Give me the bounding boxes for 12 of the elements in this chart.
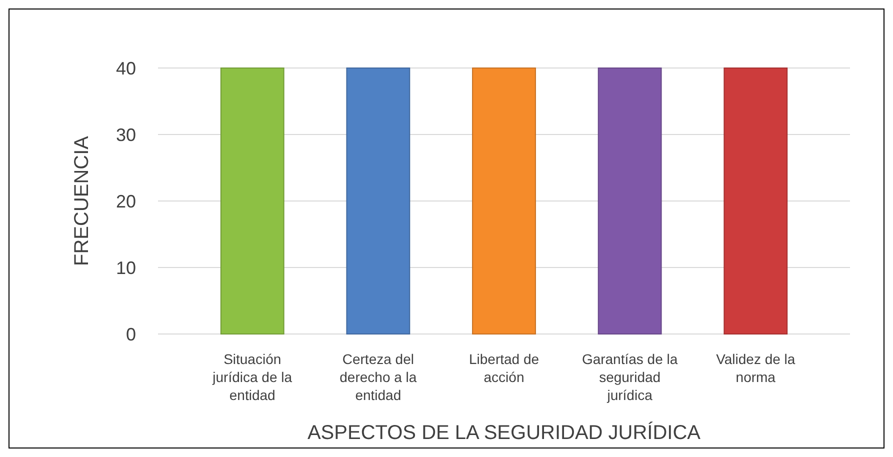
y-tick-label: 0 <box>126 324 136 344</box>
x-tick-label: Certeza del derecho a la entidad <box>340 351 417 403</box>
x-tick-label: Situación jurídica de la entidad <box>212 351 292 403</box>
y-tick-label: 10 <box>116 258 136 278</box>
x-axis-title: ASPECTOS DE LA SEGURIDAD JURÍDICA <box>307 421 702 444</box>
x-tick-label: Garantías de la seguridad jurídica <box>582 351 678 403</box>
x-tick-label: Validez de la norma <box>716 351 796 385</box>
y-tick-label: 30 <box>116 124 136 145</box>
y-tick-label: 40 <box>116 58 136 78</box>
y-axis-title: FRECUENCIA <box>71 135 93 266</box>
y-tick-label: 20 <box>116 191 136 212</box>
x-tick-label: Libertad de acción <box>468 351 540 385</box>
